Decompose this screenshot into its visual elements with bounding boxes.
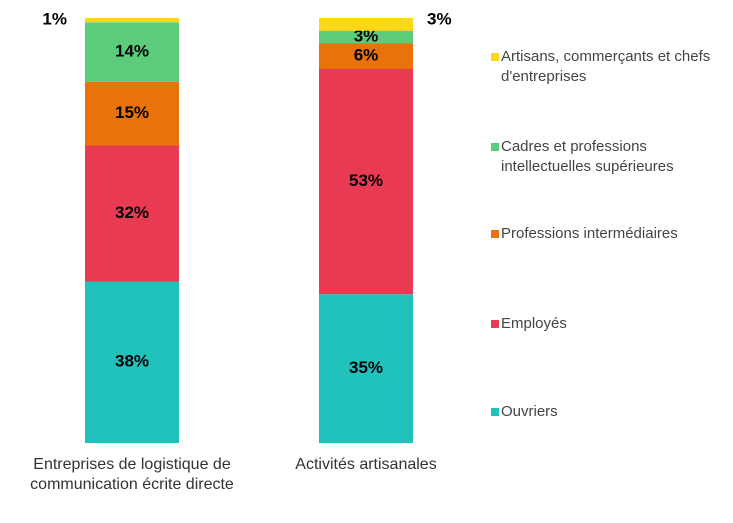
bar-segment: [319, 294, 413, 443]
legend-label: Employés: [501, 315, 567, 332]
bar-segment: [85, 281, 179, 443]
x-tick-label: Activités artisanales: [295, 456, 437, 473]
bar-segment: [319, 18, 413, 31]
bar-segment: [85, 81, 179, 146]
legend-item: Cadres et professions intellectuelles su…: [491, 137, 731, 177]
bar-segment: [319, 69, 413, 295]
legend-item: Employés: [491, 314, 731, 334]
legend-item: Artisans, commerçants et chefs d'entrepr…: [491, 47, 731, 87]
legend-item: Ouvriers: [491, 402, 731, 422]
legend-swatch: [491, 408, 499, 416]
data-label: 15%: [115, 103, 149, 122]
data-label: 1%: [42, 9, 67, 28]
legend-label: Cadres et professions intellectuelles su…: [501, 138, 674, 175]
legend-swatch: [491, 143, 499, 151]
legend-label: Professions intermédiaires: [501, 225, 678, 242]
legend-item: Professions intermédiaires: [491, 224, 731, 244]
legend-swatch: [491, 320, 499, 328]
data-label: 38%: [115, 352, 149, 371]
data-label: 6%: [354, 46, 379, 65]
legend-label: Ouvriers: [501, 403, 558, 420]
data-label: 35%: [349, 358, 383, 377]
legend-swatch: [491, 53, 499, 61]
data-label: 14%: [115, 41, 149, 60]
bar-segment: [85, 22, 179, 82]
data-label: 32%: [115, 203, 149, 222]
x-tick-label: Entreprises de logistique de communicati…: [30, 456, 234, 493]
data-label: 3%: [354, 27, 379, 46]
bar-segment: [85, 145, 179, 282]
bar-segment: [319, 30, 413, 44]
data-label: 3%: [427, 9, 452, 28]
bar-segment: [85, 18, 179, 23]
data-label: 53%: [349, 171, 383, 190]
legend-swatch: [491, 230, 499, 238]
legend-label: Artisans, commerçants et chefs d'entrepr…: [501, 48, 711, 85]
bar-segment: [319, 43, 413, 69]
